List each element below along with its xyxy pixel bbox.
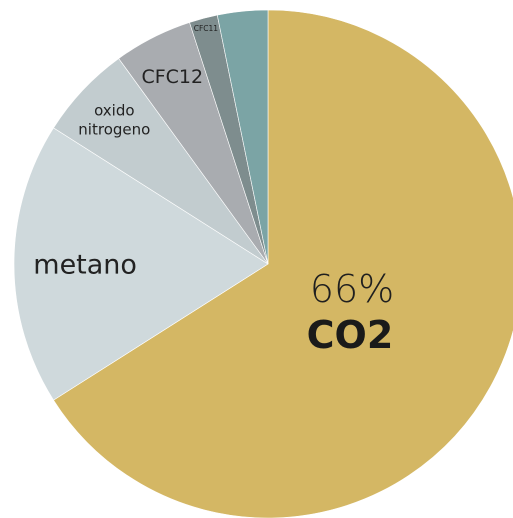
pie-slice-metano [13, 127, 269, 401]
pie-labels: 66%CO2 metano oxido nitrogeno CFC12 CFC11 [33, 24, 394, 357]
pie-slice-slice-5 [216, 9, 269, 265]
co2-percent-label: 66% [310, 267, 394, 311]
co2-label: CO2 [307, 313, 394, 357]
pie-label-oxido-nitrogeno: oxido nitrogeno [78, 101, 150, 138]
pie-label-cfc11: CFC11 [194, 24, 219, 33]
pie-label-metano: metano [33, 249, 137, 280]
pie-label-cfc12: CFC12 [141, 66, 203, 88]
pie-slice-co2 [53, 9, 513, 518]
pie-slices [13, 9, 513, 518]
